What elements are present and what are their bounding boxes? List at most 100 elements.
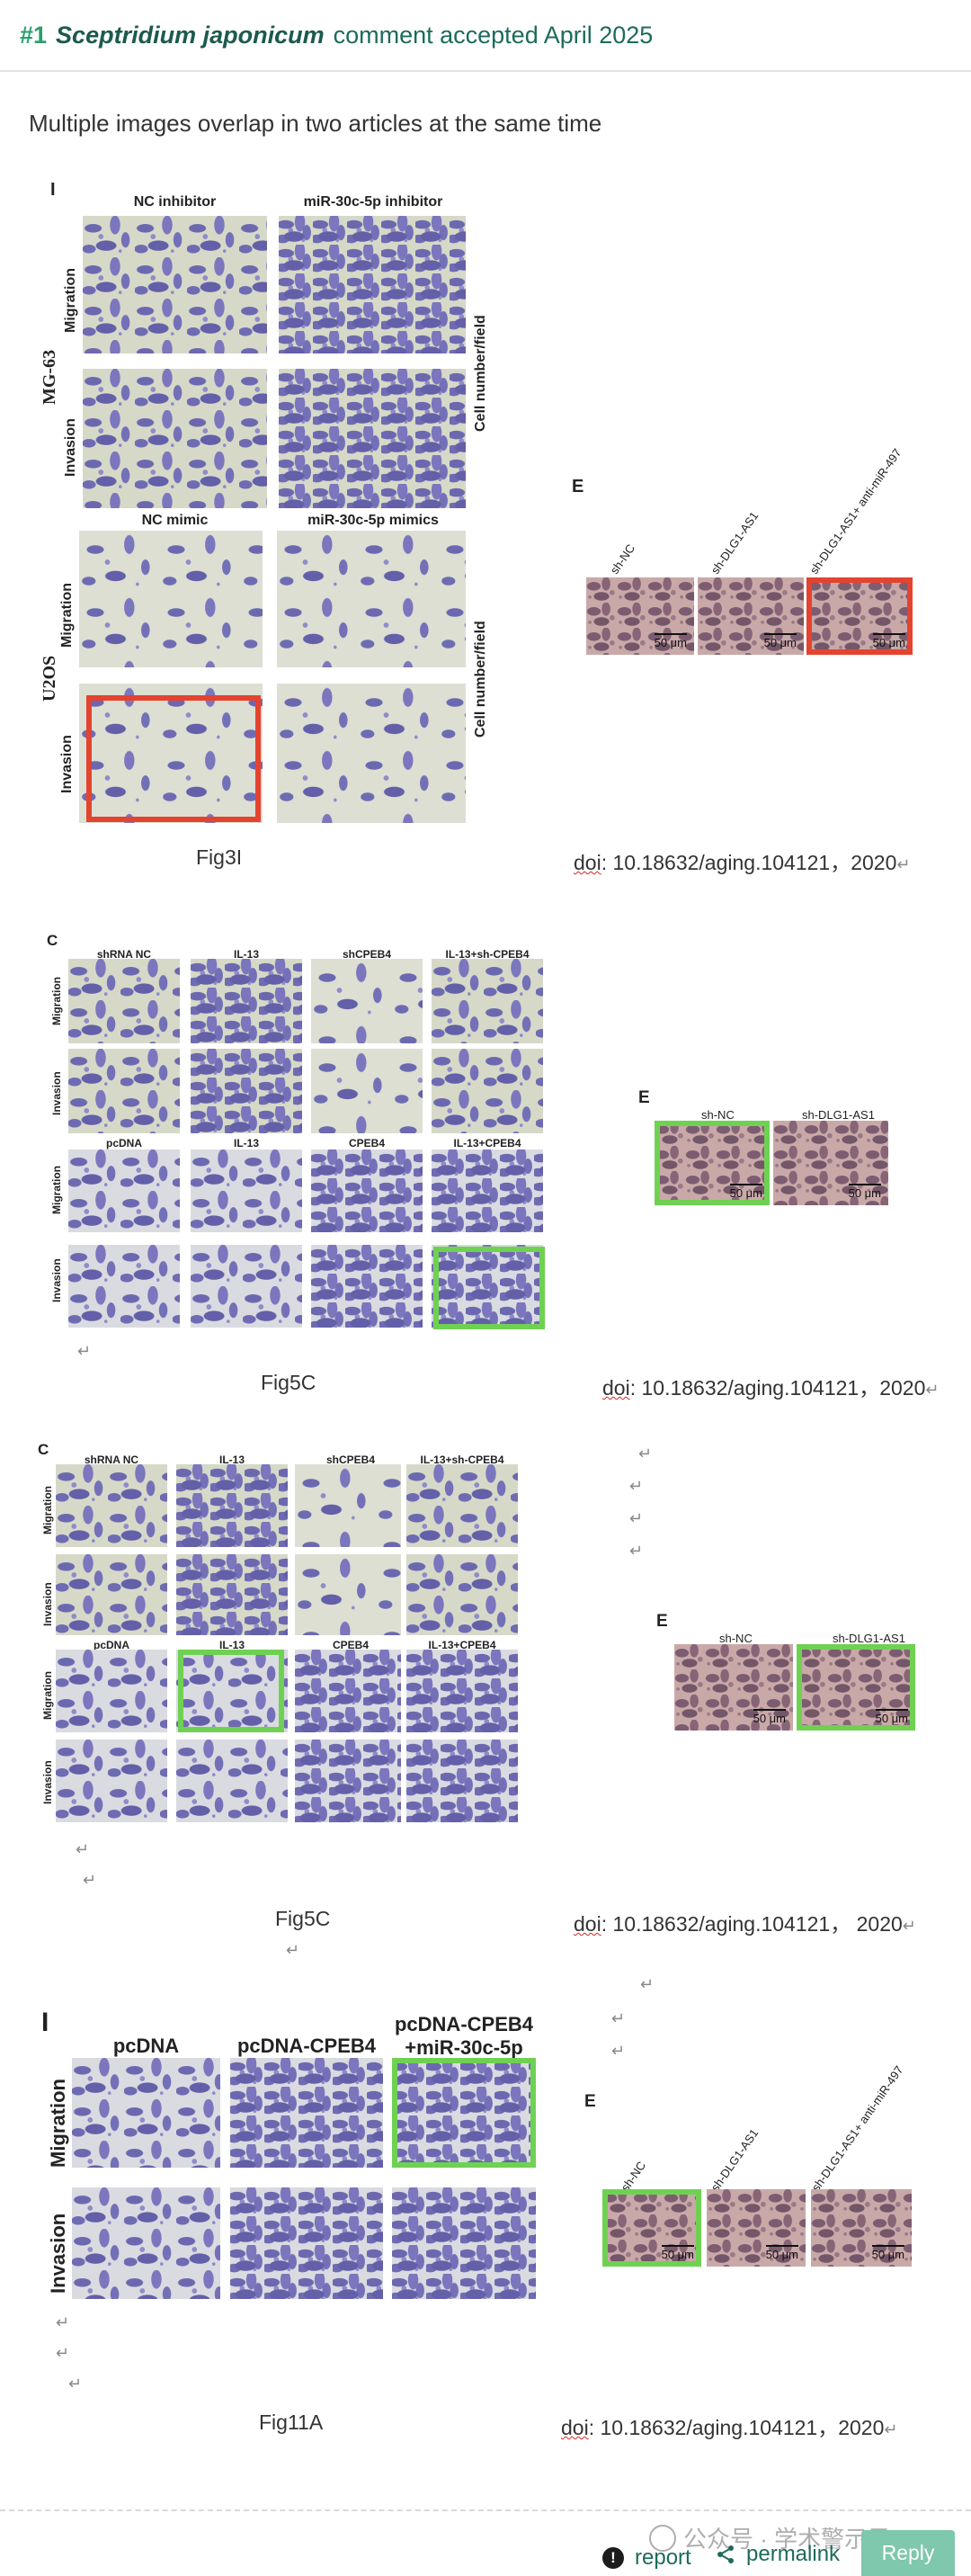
row-label-migration: Migration — [59, 583, 75, 648]
micrograph — [406, 1464, 518, 1547]
panel-letter: I — [50, 180, 56, 200]
return-mark: ↵ — [611, 2009, 626, 2027]
return-mark: ↵ — [77, 1342, 92, 1360]
micrograph — [83, 216, 267, 353]
column-header: pcDNA-CPEB4 — [236, 2035, 377, 2057]
micrograph — [406, 1650, 518, 1732]
micrograph — [176, 1554, 288, 1635]
pink-column-header: sh-NC — [701, 1108, 735, 1122]
column-header: IL-13 — [233, 1137, 259, 1149]
micrograph — [191, 1049, 302, 1133]
micrograph — [68, 959, 180, 1043]
micrograph — [56, 1740, 167, 1822]
micrograph — [176, 1464, 288, 1547]
doi-reference: doi: 10.18632/aging.104121，2020↵ — [574, 851, 911, 874]
pink-micrograph: 50 μm — [797, 1644, 915, 1731]
pink-column-header: sh-DLG1-AS1 — [708, 509, 762, 577]
micrograph — [295, 1464, 401, 1547]
row-label-migration: Migration — [41, 1671, 54, 1720]
pink-column-header: sh-DLG1-AS1+ anti-miR-497 — [806, 445, 904, 577]
column-header: miR-30c-5p inhibitor — [303, 194, 443, 210]
duplicate-highlight-red — [86, 695, 261, 822]
micrograph — [406, 1554, 518, 1635]
row-label-migration: Migration — [63, 268, 78, 333]
micrograph — [279, 216, 466, 353]
column-header: IL-13+sh-CPEB4 — [445, 948, 530, 961]
column-header: pcDNA — [112, 2035, 180, 2057]
duplicate-highlight-red — [806, 577, 913, 655]
micrograph — [56, 1650, 167, 1732]
panel-letter: C — [38, 1441, 49, 1458]
micrograph — [191, 959, 302, 1043]
panel-letter: E — [572, 477, 584, 496]
column-header: shRNA NC — [96, 948, 152, 961]
micrograph — [432, 1149, 543, 1232]
return-mark: ↵ — [629, 1509, 644, 1527]
column-header: IL-13+CPEB4 — [428, 1639, 496, 1651]
comment-number[interactable]: #1 — [20, 21, 48, 49]
micrograph — [277, 684, 466, 823]
row-label-invasion: Invasion — [63, 418, 78, 477]
return-mark: ↵ — [611, 2042, 626, 2060]
pink-micrograph: 50 μm — [707, 2189, 806, 2267]
micrograph — [432, 1245, 543, 1328]
micrograph — [230, 2187, 383, 2299]
return-mark: ↵ — [629, 1477, 644, 1495]
column-header: shRNA NC — [84, 1453, 139, 1466]
return-mark: ↵ — [56, 2344, 70, 2362]
return-mark: ↵ — [640, 1975, 655, 1993]
pink-column-header: sh-DLG1-AS1 — [802, 1108, 875, 1122]
row-label-invasion: Invasion — [59, 735, 75, 793]
micrograph — [432, 1049, 543, 1133]
column-header: shCPEB4 — [325, 1453, 376, 1466]
figure-caption: Fig5C — [261, 1371, 316, 1394]
permalink-button[interactable]: permalink — [716, 2542, 840, 2567]
column-header: CPEB4 — [348, 1137, 385, 1149]
pink-column-header: sh-NC — [719, 1632, 753, 1645]
micrograph — [295, 1554, 401, 1635]
return-mark: ↵ — [56, 2313, 70, 2331]
micrograph — [295, 1650, 401, 1732]
pink-column-header: sh-DLG1-AS1 — [708, 2126, 762, 2194]
group-label-mg63: MG-63 — [40, 349, 59, 405]
micrograph — [295, 1740, 401, 1822]
row-label-migration: Migration — [41, 1486, 54, 1534]
micrograph — [311, 1245, 423, 1328]
panel-letter: E — [638, 1088, 650, 1107]
duplicate-highlight-green — [433, 1247, 545, 1329]
footer-divider — [0, 2509, 971, 2511]
column-header: IL-13+sh-CPEB4 — [420, 1453, 504, 1466]
pink-column-header: sh-DLG1-AS1 — [833, 1632, 905, 1645]
column-header: NC inhibitor — [133, 194, 217, 210]
watermark: 公众号 · 学术警示录 — [649, 2521, 891, 2554]
micrograph — [406, 1740, 518, 1822]
micrograph — [83, 369, 267, 508]
column-header: IL-13+CPEB4 — [453, 1137, 521, 1149]
doi-reference: doi: 10.18632/aging.104121，2020↵ — [602, 1376, 940, 1400]
column-header: IL-13 — [233, 948, 259, 961]
micrograph — [311, 1049, 423, 1133]
micrograph — [191, 1149, 302, 1232]
pink-micrograph: 50 μm — [773, 1121, 888, 1205]
wechat-icon — [649, 2524, 676, 2552]
column-header: IL-13 — [218, 1453, 245, 1466]
micrograph — [311, 1149, 423, 1232]
row-label-invasion: Invasion — [50, 1071, 63, 1115]
duplicate-highlight-green — [178, 1650, 284, 1732]
column-header: pcDNA — [105, 1137, 142, 1149]
column-header: CPEB4 — [332, 1639, 369, 1651]
comment-header: #1 Sceptridium japonicum comment accepte… — [0, 0, 971, 72]
reply-button[interactable]: Reply — [861, 2530, 955, 2576]
row-label-invasion: Invasion — [41, 1760, 54, 1804]
species-name[interactable]: Sceptridium japonicum — [56, 21, 325, 49]
row-label-migration: Migration — [50, 1166, 63, 1214]
report-button[interactable]: ! report — [602, 2545, 691, 2571]
micrograph — [230, 2058, 383, 2168]
column-header: miR-30c-5p mimics — [307, 513, 439, 528]
micrograph — [277, 531, 466, 667]
return-mark: ↵ — [68, 2375, 83, 2393]
return-mark: ↵ — [286, 1941, 300, 1959]
micrograph — [176, 1740, 288, 1822]
pink-column-header: sh-NC — [607, 541, 638, 577]
side-label: Cell number/field — [473, 315, 488, 432]
